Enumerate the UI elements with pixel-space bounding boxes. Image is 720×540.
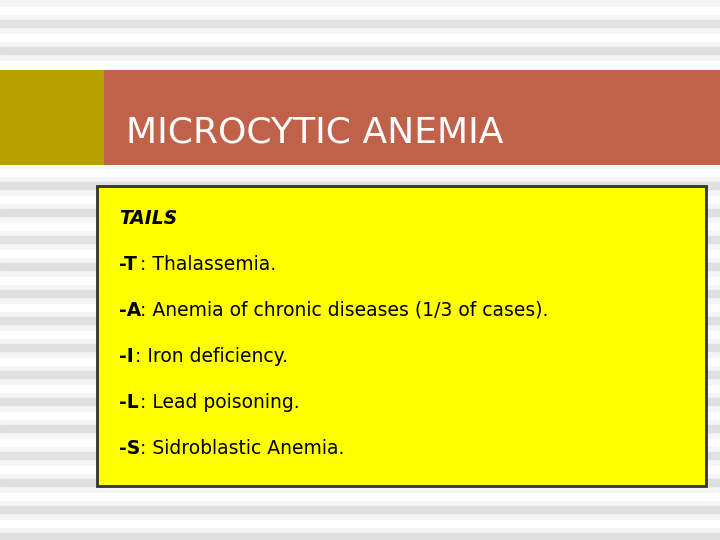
Bar [0,128,720,135]
Bar [0,330,720,338]
Bar [0,115,720,122]
Bar [0,102,720,108]
Bar [0,195,720,202]
Bar [0,519,720,526]
Text: : Sidroblastic Anemia.: : Sidroblastic Anemia. [140,438,345,458]
Bar [0,183,720,189]
Text: -I: -I [119,347,133,366]
Bar [0,20,720,27]
Bar [0,276,720,284]
Bar [0,47,720,54]
Bar [0,209,720,216]
Bar [0,465,720,472]
Bar [0,317,720,324]
Bar [0,303,720,310]
Bar [0,263,720,270]
Bar [0,357,720,364]
Bar [0,480,720,486]
Bar [97,186,706,486]
Bar [0,453,720,459]
Bar [0,249,720,256]
Bar [0,507,720,513]
Bar [0,411,720,418]
Bar [0,70,104,165]
Bar [0,345,720,351]
Text: : Thalassemia.: : Thalassemia. [140,255,276,274]
Text: -A: -A [119,301,141,320]
Text: : Iron deficiency.: : Iron deficiency. [135,347,288,366]
Bar [0,222,720,230]
Bar [0,492,720,500]
Bar [0,426,720,432]
Bar [0,74,720,81]
Bar [0,384,720,391]
Bar [0,372,720,378]
Text: TAILS: TAILS [119,209,177,228]
Bar [0,438,720,445]
Bar [0,87,720,94]
Bar [0,6,720,14]
Bar [0,60,720,68]
Bar [0,168,720,176]
Bar [0,237,720,243]
Text: -T: -T [119,255,137,274]
Bar [104,70,720,165]
Bar [0,399,720,405]
Bar [0,291,720,297]
Text: :: : [168,209,174,228]
Text: : Anemia of chronic diseases (1/3 of cases).: : Anemia of chronic diseases (1/3 of cas… [140,301,549,320]
Bar [0,156,720,162]
Bar [0,33,720,40]
Text: -S: -S [119,438,140,458]
Bar [0,141,720,149]
Text: : Lead poisoning.: : Lead poisoning. [140,393,300,412]
Bar [0,534,720,540]
Text: -L: -L [119,393,138,412]
Text: MICROCYTIC ANEMIA: MICROCYTIC ANEMIA [126,116,503,149]
